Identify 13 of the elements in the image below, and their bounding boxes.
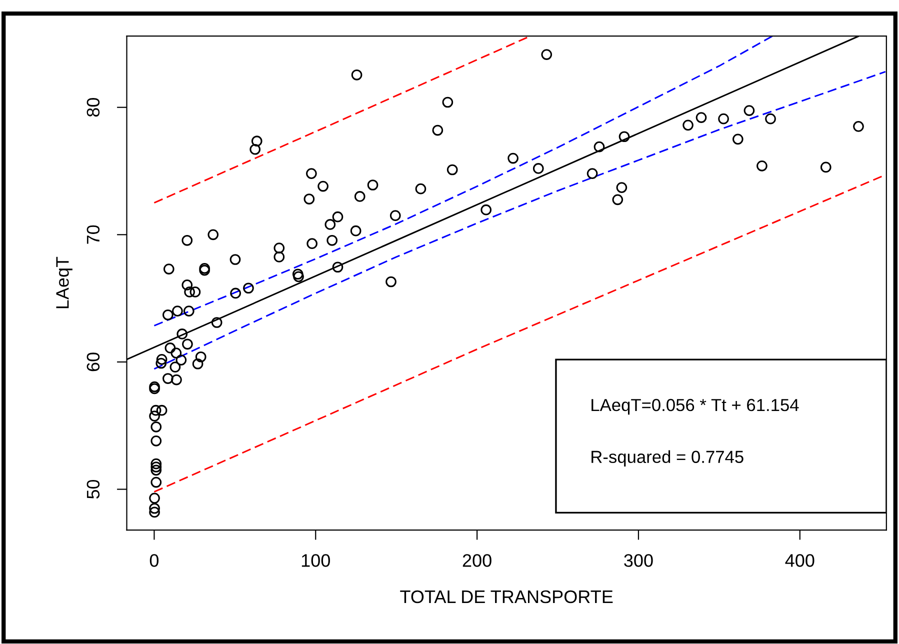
y-tick-label: 70 bbox=[86, 225, 100, 244]
y-tick-label: 50 bbox=[86, 480, 100, 499]
x-tick-label: 300 bbox=[624, 554, 653, 567]
x-tick-label: 400 bbox=[785, 554, 814, 567]
annotation: LAeqT=0.056 * Tt + 61.154 bbox=[592, 398, 799, 415]
x-tick-label: 0 bbox=[150, 554, 159, 567]
x-tick-label: 100 bbox=[302, 554, 330, 567]
x-axis-title: TOTAL DE TRANSPORTE bbox=[400, 590, 613, 604]
y-axis-title: LAeqT bbox=[56, 256, 72, 308]
y-tick-label: 60 bbox=[86, 352, 100, 372]
y-tick-label: 80 bbox=[86, 98, 100, 117]
x-tick-label: 200 bbox=[462, 554, 492, 567]
annotation: R-squared = 0.7745 bbox=[592, 450, 744, 466]
